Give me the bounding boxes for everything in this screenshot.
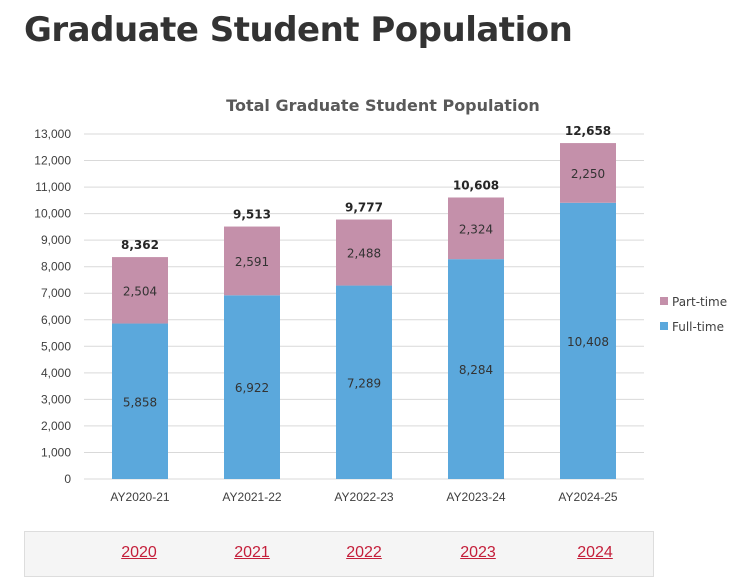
data-label-total: 12,658 bbox=[565, 124, 611, 138]
data-label-full-time: 6,922 bbox=[235, 381, 269, 395]
data-label-full-time: 5,858 bbox=[123, 395, 157, 409]
page-title: Graduate Student Population bbox=[24, 10, 573, 50]
y-tick-label: 3,000 bbox=[41, 392, 71, 406]
y-tick-label: 13,000 bbox=[34, 127, 71, 141]
bar-part-time bbox=[112, 257, 168, 324]
data-label-part-time: 2,324 bbox=[459, 222, 493, 236]
bar-full-time bbox=[560, 202, 616, 479]
bar-part-time bbox=[560, 143, 616, 203]
legend-label: Full-time bbox=[672, 320, 724, 334]
x-tick-label: AY2021-22 bbox=[222, 490, 281, 504]
x-tick-label: AY2024-25 bbox=[558, 490, 617, 504]
data-label-part-time: 2,591 bbox=[235, 255, 269, 269]
y-tick-label: 4,000 bbox=[41, 366, 71, 380]
data-label-total: 10,608 bbox=[453, 178, 499, 192]
y-tick-label: 1,000 bbox=[41, 445, 71, 459]
bar-full-time bbox=[224, 295, 280, 479]
bar-full-time bbox=[448, 259, 504, 479]
data-label-part-time: 2,504 bbox=[123, 284, 157, 298]
tab-2020[interactable]: 2020 bbox=[121, 544, 157, 561]
bar-part-time bbox=[224, 226, 280, 296]
legend-swatch bbox=[660, 297, 668, 305]
y-tick-label: 2,000 bbox=[41, 419, 71, 433]
y-tick-label: 7,000 bbox=[41, 286, 71, 300]
data-label-total: 9,513 bbox=[233, 208, 271, 222]
data-label-full-time: 8,284 bbox=[459, 363, 493, 377]
bar-full-time bbox=[112, 323, 168, 479]
legend-swatch bbox=[660, 322, 668, 330]
stacked-bar-chart: Total Graduate Student Population 0 1,000… bbox=[34, 96, 727, 504]
y-tick-label: 9,000 bbox=[41, 233, 71, 247]
x-tick-label: AY2022-23 bbox=[334, 490, 393, 504]
y-tick-label: 11,000 bbox=[35, 180, 71, 194]
bar-part-time bbox=[336, 219, 392, 286]
data-label-part-time: 2,250 bbox=[571, 167, 605, 181]
data-label-total: 9,777 bbox=[345, 201, 383, 215]
bar-full-time bbox=[336, 285, 392, 479]
y-tick-label: 8,000 bbox=[41, 260, 71, 274]
y-tick-label: 5,000 bbox=[41, 339, 71, 353]
bar-part-time bbox=[448, 197, 504, 260]
data-label-total: 8,362 bbox=[121, 238, 159, 252]
y-tick-label: 12,000 bbox=[34, 154, 71, 168]
legend-label: Part-time bbox=[672, 295, 727, 309]
y-tick-label: 6,000 bbox=[41, 313, 71, 327]
chart-title: Total Graduate Student Population bbox=[226, 96, 540, 115]
y-tick-label: 10,000 bbox=[34, 207, 71, 221]
data-label-full-time: 10,408 bbox=[567, 335, 609, 349]
tab-2024[interactable]: 2024 bbox=[577, 544, 613, 561]
year-tabs: 2020 2021 2022 2023 2024 bbox=[24, 531, 654, 577]
data-label-part-time: 2,488 bbox=[347, 247, 381, 261]
tab-2023[interactable]: 2023 bbox=[460, 544, 496, 561]
tab-2022[interactable]: 2022 bbox=[346, 544, 382, 561]
tab-2021[interactable]: 2021 bbox=[234, 544, 270, 561]
x-tick-label: AY2020-21 bbox=[110, 490, 169, 504]
y-tick-label: 0 bbox=[64, 472, 71, 486]
data-label-full-time: 7,289 bbox=[347, 376, 381, 390]
x-tick-label: AY2023-24 bbox=[446, 490, 505, 504]
